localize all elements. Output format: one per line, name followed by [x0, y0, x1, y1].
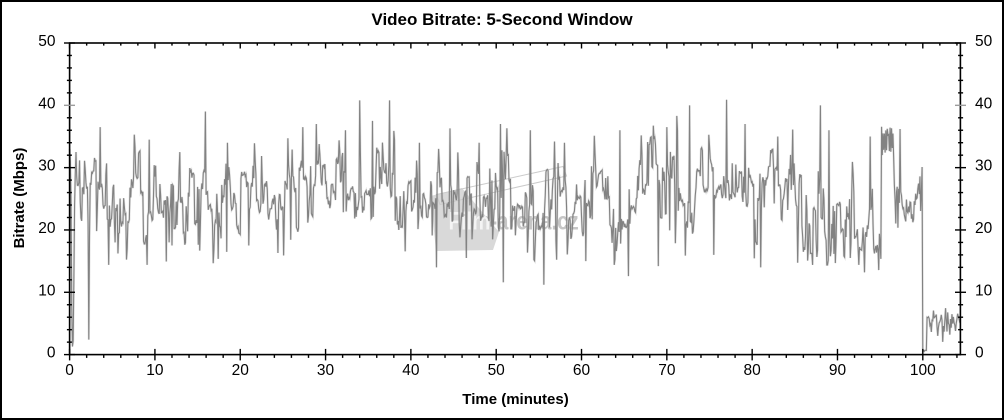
- svg-text:100: 100: [910, 362, 936, 379]
- svg-text:Bitrate (Mbps): Bitrate (Mbps): [11, 148, 28, 249]
- svg-text:30: 30: [317, 362, 335, 379]
- svg-text:20: 20: [975, 220, 993, 237]
- svg-text:40: 40: [402, 362, 420, 379]
- svg-text:50: 50: [975, 33, 993, 50]
- svg-text:90: 90: [829, 362, 847, 379]
- svg-text:10: 10: [975, 282, 993, 299]
- svg-text:0: 0: [975, 345, 984, 362]
- svg-text:20: 20: [232, 362, 250, 379]
- svg-text:Video Bitrate: 5-Second Window: Video Bitrate: 5-Second Window: [371, 10, 633, 29]
- svg-text:70: 70: [658, 362, 676, 379]
- svg-text:30: 30: [975, 158, 993, 175]
- svg-text:50: 50: [488, 362, 506, 379]
- svg-text:Time (minutes): Time (minutes): [462, 391, 568, 408]
- svg-text:10: 10: [38, 282, 56, 299]
- svg-text:40: 40: [38, 95, 56, 112]
- svg-text:0: 0: [65, 362, 74, 379]
- svg-text:60: 60: [573, 362, 591, 379]
- svg-text:80: 80: [744, 362, 762, 379]
- svg-text:0: 0: [47, 345, 56, 362]
- svg-text:20: 20: [38, 220, 56, 237]
- svg-text:30: 30: [38, 158, 56, 175]
- svg-text:50: 50: [38, 33, 56, 50]
- svg-text:40: 40: [975, 95, 993, 112]
- svg-text:10: 10: [146, 362, 164, 379]
